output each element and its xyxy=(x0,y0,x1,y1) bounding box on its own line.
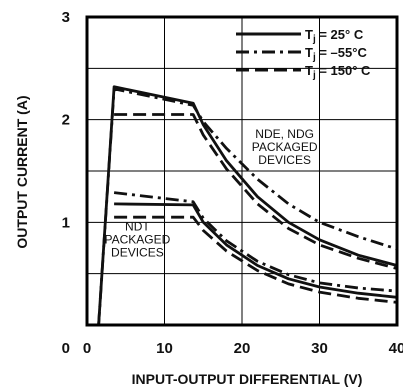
annotation-line: PACKAGED xyxy=(252,140,318,154)
series-line-upper-dashed xyxy=(114,113,398,270)
annotation-line: DEVICES xyxy=(111,246,164,260)
legend-label: Tj = 150° C xyxy=(305,63,371,81)
y-axis-label: OUTPUT CURRENT (A) xyxy=(14,95,30,248)
series-line-lower-dashdot xyxy=(113,191,398,293)
x-tick-label: 30 xyxy=(311,340,328,357)
series-line-lower-solid xyxy=(114,202,398,299)
series-line-lower-dashed xyxy=(114,215,398,304)
y-tick-label: 0 xyxy=(62,340,70,357)
annotation-line: DEVICES xyxy=(258,153,311,167)
legend-label: Tj = 25° C xyxy=(305,27,364,45)
series-line-upper-dashdot xyxy=(97,87,398,326)
annotation-line: PACKAGED xyxy=(104,233,170,247)
y-tick-label: 1 xyxy=(62,214,70,231)
plot-frame xyxy=(85,15,399,327)
y-tick-label: 2 xyxy=(62,112,70,129)
legend-label: Tj = –55°C xyxy=(305,45,367,63)
x-tick-label: 0 xyxy=(83,340,91,357)
series-group xyxy=(97,85,398,326)
x-axis-label: INPUT-OUTPUT DIFFERENTIAL (V) xyxy=(132,371,363,387)
annotations: NDE, NDGPACKAGEDDEVICESNDTPACKAGEDDEVICE… xyxy=(104,127,317,259)
y-tick-label: 3 xyxy=(62,9,70,26)
x-tick-label: 40 xyxy=(389,340,403,357)
series-line-upper-solid xyxy=(97,85,398,326)
x-tick-label: 20 xyxy=(234,340,251,357)
annotation-line: NDT xyxy=(125,220,150,234)
tick-labels: 0 10 20 30 40 0 1 2 3 xyxy=(62,9,403,357)
x-tick-label: 10 xyxy=(156,340,173,357)
legend: Tj = 25° CTj = –55°CTj = 150° C xyxy=(236,27,371,81)
annotation-line: NDE, NDG xyxy=(255,127,314,141)
